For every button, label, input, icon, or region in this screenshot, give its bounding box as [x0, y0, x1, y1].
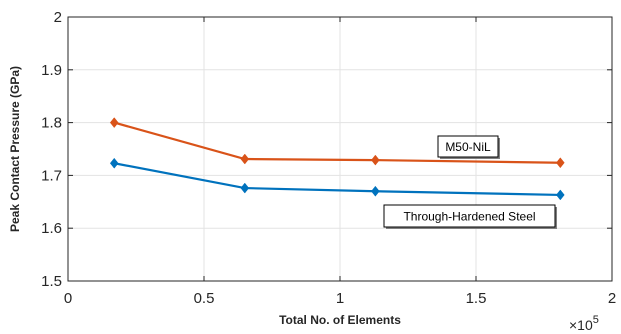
x-tick-label: 1.5	[466, 290, 487, 307]
annotation-through-hardened-steel: Through-Hardened Steel	[383, 204, 557, 229]
x-axis-title: Total No. of Elements	[279, 313, 401, 327]
data-point-marker	[371, 154, 380, 166]
y-tick-label: 1.8	[41, 115, 62, 132]
x-tick-label: 0	[64, 290, 72, 307]
data-point-marker	[555, 189, 565, 201]
annotation-label: M50-NiL	[445, 140, 491, 154]
annotations: M50-NiL Through-Hardened Steel	[383, 135, 557, 229]
y-axis-title: Peak Contact Pressure (GPa)	[8, 66, 22, 232]
series-m50-nil	[109, 117, 565, 169]
y-tick-label: 1.7	[41, 167, 62, 184]
annotation-label: Through-Hardened Steel	[403, 210, 535, 224]
y-tick-label: 1.6	[41, 220, 62, 237]
x-axis-exponent-power: 5	[593, 314, 599, 326]
series-line	[113, 121, 561, 164]
y-tick-label: 2	[54, 9, 62, 26]
series-group	[109, 117, 565, 201]
data-point-marker	[371, 185, 380, 197]
annotation-box	[383, 204, 556, 228]
x-tick-label: 2	[608, 290, 616, 307]
annotation-m50-nil: M50-NiL	[437, 135, 500, 159]
data-point-marker	[555, 157, 565, 169]
data-point-marker	[109, 117, 119, 129]
x-tick-label: 0.5	[194, 290, 215, 307]
data-point-marker	[240, 182, 250, 194]
grid-lines	[67, 16, 613, 282]
data-point-marker	[240, 153, 250, 165]
y-tick-label: 1.9	[41, 62, 62, 79]
axis-ticks: 0 0.5 1 1.5 2 1.5 1.6 1.7 1.8 1.9 2	[41, 9, 616, 307]
annotation-box	[437, 135, 499, 158]
x-axis-exponent-base: ×10	[569, 317, 593, 333]
series-through-hardened-steel	[109, 157, 565, 201]
x-tick-label: 1	[336, 290, 344, 307]
x-axis-exponent: ×105	[569, 314, 599, 333]
y-tick-label: 1.5	[41, 273, 62, 290]
data-point-marker	[109, 157, 119, 169]
series-line	[114, 162, 561, 197]
